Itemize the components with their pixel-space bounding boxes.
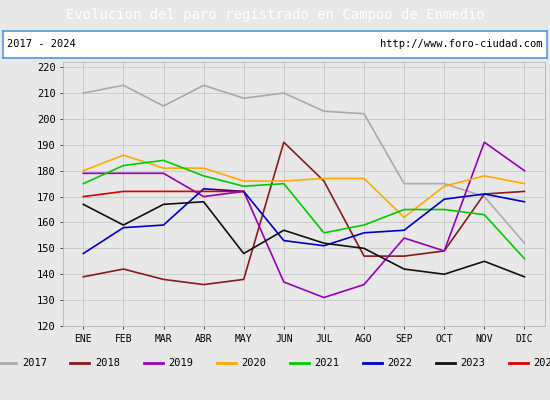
Text: 2021: 2021 — [314, 358, 339, 368]
Text: 2018: 2018 — [95, 358, 120, 368]
Text: 2023: 2023 — [460, 358, 486, 368]
Text: http://www.foro-ciudad.com: http://www.foro-ciudad.com — [381, 39, 543, 49]
Text: 2019: 2019 — [168, 358, 193, 368]
Text: 2024: 2024 — [534, 358, 550, 368]
Text: Evolucion del paro registrado en Campoo de Enmedio: Evolucion del paro registrado en Campoo … — [65, 8, 485, 22]
Text: 2017 - 2024: 2017 - 2024 — [7, 39, 76, 49]
Text: 2022: 2022 — [387, 358, 412, 368]
Text: 2020: 2020 — [241, 358, 266, 368]
Text: 2017: 2017 — [22, 358, 47, 368]
